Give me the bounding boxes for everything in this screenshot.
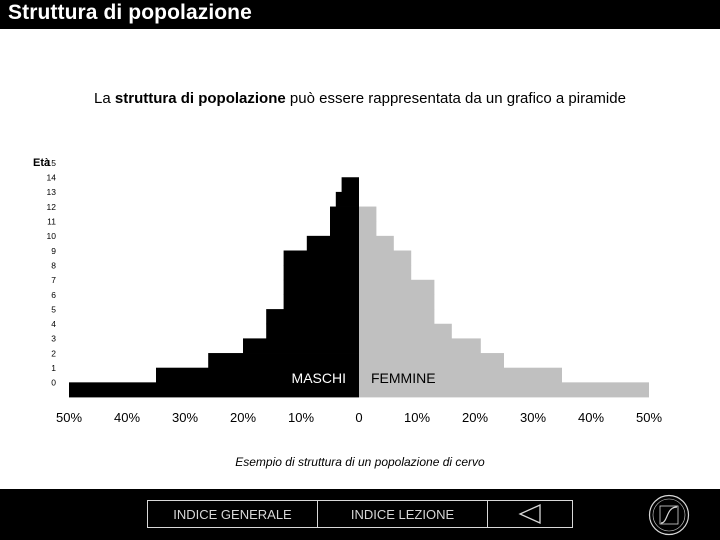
page-title: Struttura di popolazione — [8, 1, 252, 24]
intro-text: La struttura di popolazione può essere r… — [0, 90, 720, 107]
female-bar-age-0 — [359, 382, 649, 398]
y-tick-label: 11 — [47, 217, 56, 227]
male-bar-age-11 — [330, 221, 359, 237]
male-bar-age-1 — [156, 367, 359, 383]
x-tick-label: 10% — [404, 410, 430, 425]
female-bar-age-10 — [359, 235, 394, 251]
male-bar-age-7 — [283, 279, 359, 295]
chart-caption: Esempio di struttura di un popolazione d… — [235, 455, 485, 469]
x-tick-label: 20% — [462, 410, 488, 425]
y-tick-label: 4 — [51, 319, 56, 329]
male-bar-age-3 — [243, 338, 359, 354]
y-tick-label: 7 — [51, 275, 56, 285]
female-bar-age-8 — [359, 265, 412, 281]
y-tick-label: 1 — [51, 363, 56, 373]
female-bar-age-6 — [359, 294, 435, 310]
x-tick-label: 30% — [520, 410, 546, 425]
intro-bold: struttura di popolazione — [114, 90, 286, 107]
male-bar-age-9 — [283, 250, 359, 266]
male-bar-age-8 — [283, 265, 359, 281]
y-tick-label: 13 — [47, 187, 57, 197]
x-tick-label: 50% — [56, 410, 82, 425]
y-tick-label: 14 — [47, 173, 57, 183]
female-bar-age-12 — [359, 206, 377, 222]
y-tick-label: 0 — [51, 378, 56, 388]
y-tick-label: 9 — [51, 246, 56, 256]
y-tick-label: 6 — [51, 290, 56, 300]
y-tick-label: 12 — [47, 202, 57, 212]
y-tick-label: 15 — [47, 158, 57, 168]
y-tick-label: 8 — [51, 260, 56, 270]
male-bar-age-0 — [69, 382, 359, 398]
female-bar-age-9 — [359, 250, 412, 266]
male-bar-age-10 — [306, 235, 359, 251]
x-tick-label: 40% — [578, 410, 604, 425]
female-bar-age-5 — [359, 309, 435, 325]
indice-generale-button[interactable]: INDICE GENERALE — [147, 500, 318, 528]
x-tick-label: 40% — [114, 410, 140, 425]
female-bar-age-7 — [359, 279, 435, 295]
chart-bars — [69, 177, 649, 398]
x-tick-label: 30% — [172, 410, 198, 425]
intro-after: può essere rappresentata da un grafico a… — [285, 90, 626, 107]
male-bar-age-4 — [266, 323, 359, 339]
female-bar-age-4 — [359, 323, 452, 339]
y-tick-label: 5 — [51, 304, 56, 314]
triangle-left-icon — [518, 504, 541, 524]
logo-circle-icon — [648, 494, 690, 536]
male-bar-age-12 — [330, 206, 359, 222]
female-bar-age-3 — [359, 338, 481, 354]
y-tick-label: 10 — [47, 231, 57, 241]
indice-generale-label: INDICE GENERALE — [173, 506, 292, 522]
x-tick-labels: 50% 40% 30% 20% 10% 0 10% 20% 30% 40% 50% — [56, 410, 662, 425]
back-button[interactable] — [487, 500, 573, 528]
y-tick-label: 2 — [51, 348, 56, 358]
series-label-femmine: FEMMINE — [371, 370, 436, 386]
female-bar-age-11 — [359, 221, 377, 237]
male-bar-age-2 — [208, 353, 359, 369]
male-bar-age-6 — [283, 294, 359, 310]
intro-before: La — [94, 90, 115, 107]
x-tick-label: 20% — [230, 410, 256, 425]
indice-lezione-label: INDICE LEZIONE — [350, 506, 455, 522]
x-tick-label: 0 — [355, 410, 362, 425]
x-tick-label: 10% — [288, 410, 314, 425]
male-bar-age-5 — [266, 309, 359, 325]
female-bar-age-2 — [359, 353, 504, 369]
y-axis-label: Età — [33, 157, 51, 169]
series-label-maschi: MASCHI — [292, 370, 346, 386]
x-tick-label: 50% — [636, 410, 662, 425]
indice-lezione-button[interactable]: INDICE LEZIONE — [317, 500, 488, 528]
female-bar-age-1 — [359, 367, 562, 383]
male-bar-age-13 — [335, 191, 359, 207]
title-bar: Struttura di popolazione — [0, 0, 720, 29]
y-tick-label: 3 — [51, 334, 56, 344]
male-bar-age-14 — [341, 177, 359, 193]
